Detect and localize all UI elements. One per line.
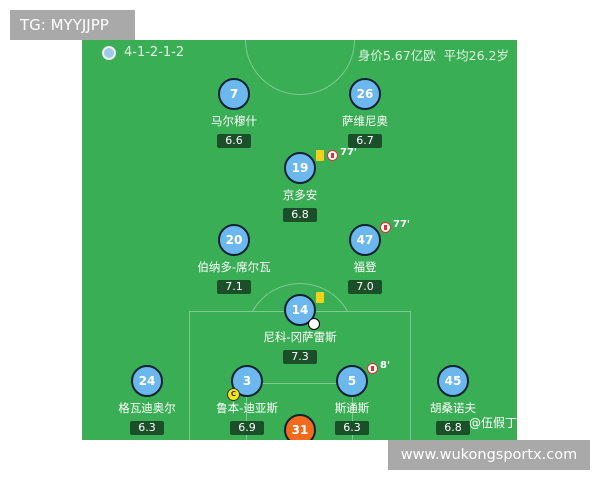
player-name: 福登 — [353, 260, 377, 274]
player[interactable]: 31 — [240, 414, 360, 440]
number-text: 47 — [356, 233, 374, 247]
player[interactable]: 20 伯纳多-席尔瓦 7.1 — [174, 224, 294, 294]
player-number: 7 — [218, 78, 250, 110]
player-name: 京多安 — [282, 188, 318, 202]
player-number: 24 — [131, 365, 163, 397]
number-text: 19 — [291, 161, 309, 175]
value-text: 身价5.67亿欧 — [357, 48, 436, 63]
player-number: 26 — [349, 78, 381, 110]
sub-time: 8' — [380, 360, 391, 371]
player-rating: 6.9 — [230, 421, 264, 435]
substitution-icon — [327, 150, 338, 161]
player-rating: 7.0 — [348, 280, 382, 294]
player-number: 5 8' — [336, 360, 390, 397]
player-number: 47 77' — [349, 219, 410, 256]
team-value: 身价5.67亿欧 平均26.2岁 — [358, 45, 509, 64]
sub-time: 77' — [340, 147, 357, 158]
player-rating: 6.6 — [217, 134, 251, 148]
substitution-icon — [380, 222, 391, 233]
substitution-icon — [367, 363, 378, 374]
player[interactable]: 45 胡桑诺夫 6.8 — [393, 365, 513, 435]
number-text: 24 — [138, 374, 156, 388]
pitch: 4-1-2-1-2 身价5.67亿欧 平均26.2岁 7 马尔穆什 6.6 26 萨维尼… — [82, 40, 517, 440]
player-rating: 7.3 — [283, 350, 317, 364]
goal-area — [246, 383, 353, 440]
team-crest-icon — [102, 45, 116, 60]
player[interactable]: 3 C 鲁本-迪亚斯 6.9 — [187, 365, 307, 435]
player-rating: 7.1 — [217, 280, 251, 294]
player-rating: 6.8 — [436, 421, 470, 435]
overlay-label: TG: MYYJJPP — [10, 10, 135, 40]
yellow-card-icon — [316, 292, 324, 303]
goal-ball-icon — [308, 318, 320, 330]
player[interactable]: 24 格瓦迪奥尔 6.3 — [87, 365, 207, 435]
player-number: 14 — [284, 292, 324, 330]
player[interactable]: 5 8' 斯通斯 6.3 — [292, 360, 412, 435]
number-text: 31 — [291, 423, 309, 437]
player-number: 20 — [218, 224, 250, 256]
sub-time: 77' — [393, 219, 410, 230]
player[interactable]: 26 萨维尼奥 6.7 — [305, 78, 425, 148]
player-name: 尼科-冈萨雷斯 — [263, 330, 337, 344]
yellow-card-icon — [316, 150, 324, 161]
formation-text: 4-1-2-1-2 — [124, 45, 185, 60]
player-name: 斯通斯 — [334, 401, 370, 415]
player[interactable]: 19 77' 京多安 6.8 — [240, 147, 360, 222]
captain-badge: C — [227, 388, 240, 401]
player[interactable]: 47 77' 福登 7.0 — [305, 219, 425, 294]
player-name: 马尔穆什 — [211, 114, 257, 128]
number-text: 5 — [347, 374, 357, 388]
player-number: 31 — [284, 414, 316, 440]
player-rating: 6.3 — [335, 421, 369, 435]
number-text: 26 — [356, 87, 374, 101]
player[interactable]: 14 尼科-冈萨雷斯 7.3 — [240, 292, 360, 364]
player-name: 萨维尼奥 — [342, 114, 388, 128]
watermark: @伍假丁 — [468, 416, 517, 430]
player-name: 鲁本-迪亚斯 — [216, 401, 278, 415]
player-name: 格瓦迪奥尔 — [118, 401, 176, 415]
number-text: 14 — [291, 303, 309, 317]
overlay-url: www.wukongsportx.com — [388, 440, 590, 470]
player-name: 伯纳多-席尔瓦 — [197, 260, 271, 274]
number-text: 3 — [242, 374, 252, 388]
number-text: 45 — [444, 374, 462, 388]
player-rating: 6.3 — [130, 421, 164, 435]
number-text: 7 — [229, 87, 239, 101]
player-number: 19 77' — [284, 147, 357, 184]
avg-age-text: 平均26.2岁 — [443, 48, 509, 63]
number-text: 20 — [225, 233, 243, 247]
player-rating: 6.8 — [283, 208, 317, 222]
player-name: 胡桑诺夫 — [430, 401, 476, 415]
formation: 4-1-2-1-2 — [102, 45, 184, 60]
player-number: 45 — [437, 365, 469, 397]
player[interactable]: 7 马尔穆什 6.6 — [174, 78, 294, 148]
player-rating: 6.7 — [348, 134, 382, 148]
